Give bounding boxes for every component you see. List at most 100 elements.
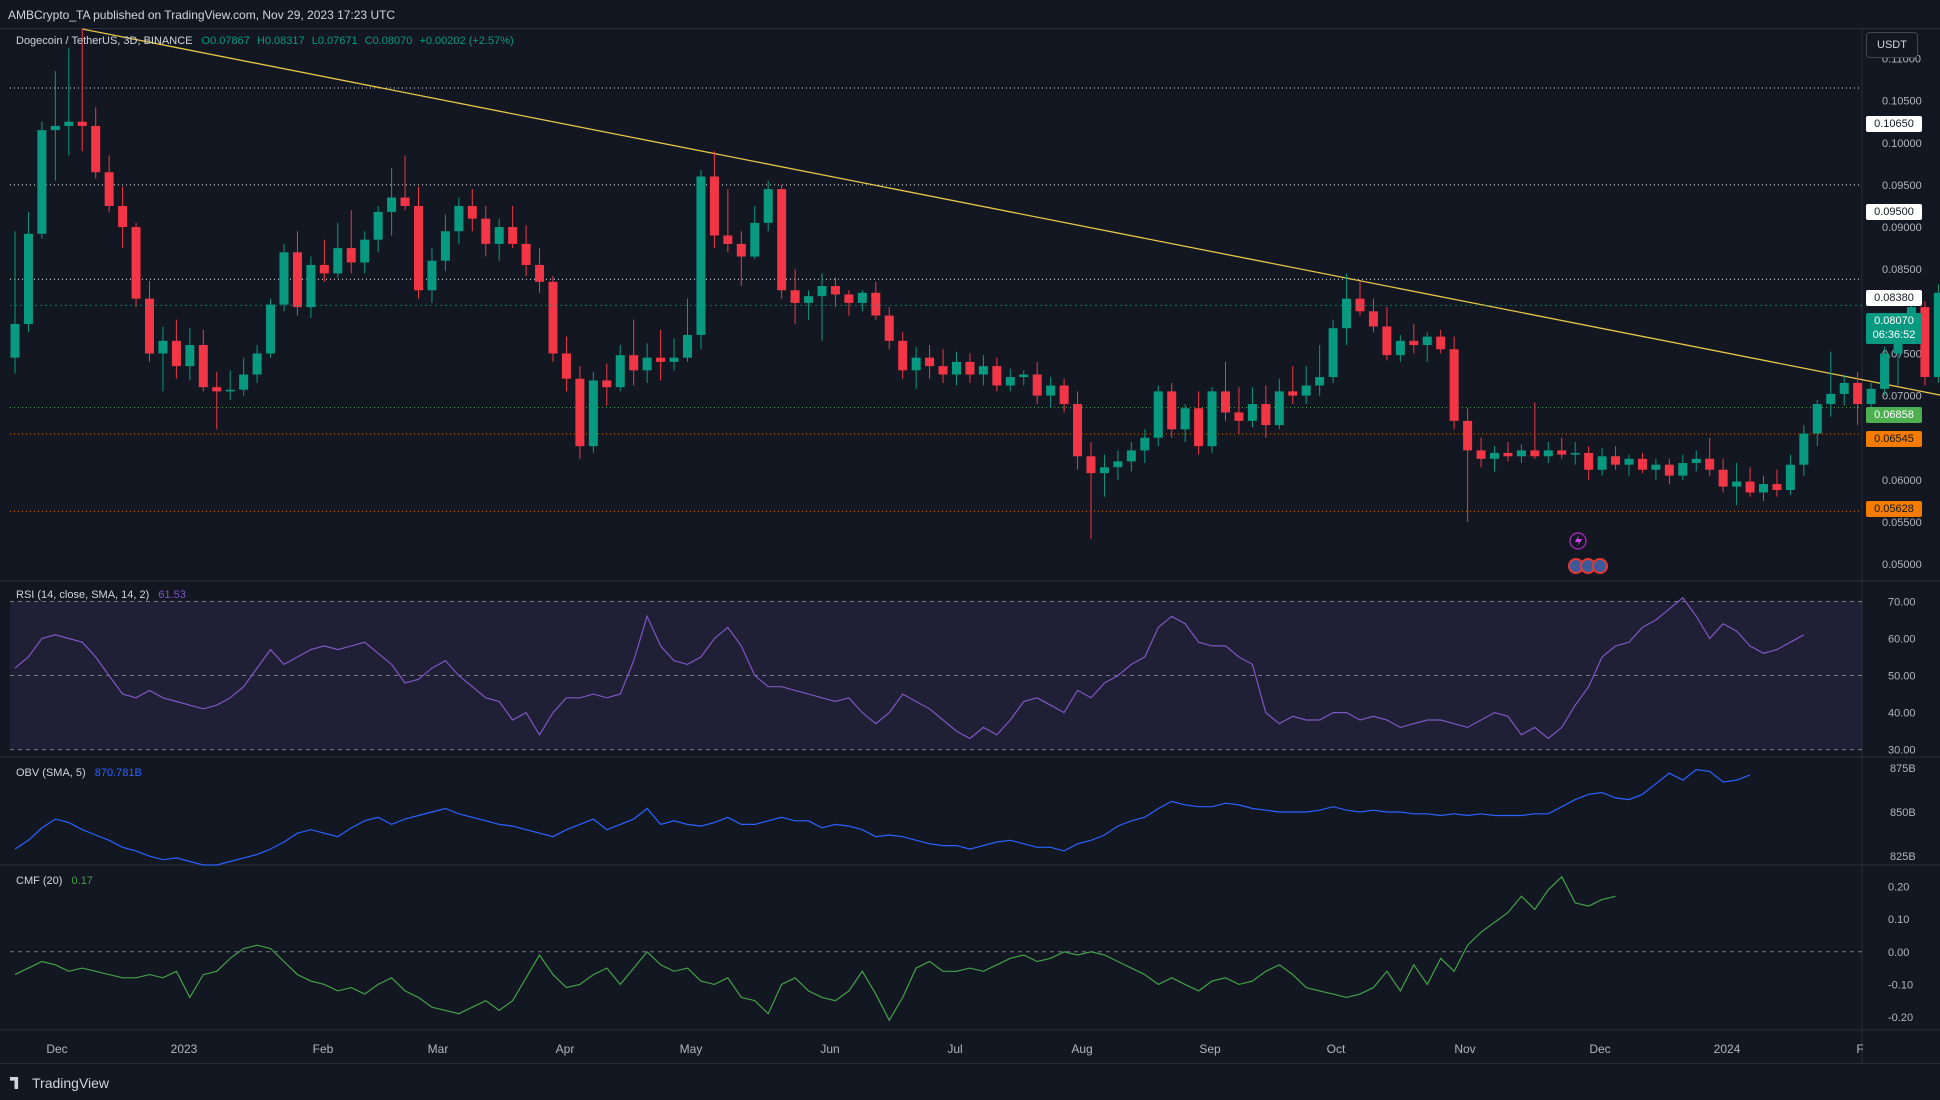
- publisher-bar: AMBCrypto_TA published on TradingView.co…: [0, 0, 1940, 28]
- current-price-countdown: 06:36:52: [1872, 329, 1916, 341]
- candle-body: [1153, 391, 1163, 438]
- time-tick-label: Jul: [947, 1042, 962, 1056]
- candle-body: [333, 248, 343, 274]
- candle-body: [1933, 292, 1940, 378]
- price-tick-label: 0.09500: [1882, 180, 1922, 192]
- candle-body: [1880, 353, 1890, 389]
- candle-body: [817, 286, 827, 297]
- obv-legend: OBV (SMA, 5) 870.781B: [16, 767, 142, 779]
- candle-body: [1180, 408, 1190, 430]
- candle-body: [1866, 388, 1876, 405]
- candle-body: [1368, 311, 1378, 327]
- tradingview-logo[interactable]: TradingView: [10, 1075, 109, 1091]
- candle-body: [266, 304, 276, 354]
- candle-body: [1772, 484, 1782, 490]
- price-label-5: 0.05628: [1866, 501, 1922, 517]
- price-tick-label: 0.07500: [1882, 348, 1922, 360]
- candle-body: [965, 361, 975, 375]
- candle-body: [871, 292, 881, 316]
- time-tick-label: 2024: [1714, 1042, 1741, 1056]
- chart-frame[interactable]: [0, 28, 1940, 1064]
- publisher-line: AMBCrypto_TA published on TradingView.co…: [8, 8, 396, 22]
- candle-body: [481, 218, 491, 244]
- rsi-line: [14, 596, 1805, 740]
- candle-body: [1812, 404, 1822, 434]
- candle-body: [1422, 336, 1432, 346]
- tradingview-logo-icon: [10, 1077, 19, 1089]
- candle-body: [1140, 437, 1150, 451]
- candle-body: [1490, 452, 1499, 459]
- candle-body: [252, 353, 262, 375]
- price-tick-label: 0.06000: [1882, 475, 1922, 487]
- candle-body: [1664, 464, 1674, 476]
- candle-body: [1530, 450, 1540, 457]
- candle-body: [1826, 393, 1836, 405]
- price-label-2: 0.08380: [1866, 290, 1922, 306]
- candle-body: [1395, 340, 1405, 356]
- currency-button[interactable]: USDT: [1866, 32, 1918, 58]
- price-label-1: 0.09500: [1866, 204, 1922, 220]
- candle-body: [696, 176, 706, 335]
- candle-body: [1301, 385, 1311, 396]
- candle-body: [171, 340, 181, 367]
- candle-body: [64, 121, 74, 126]
- candle-body: [1046, 385, 1056, 396]
- candle-body: [1113, 461, 1123, 468]
- ohlc-close: C0.08070: [364, 35, 413, 47]
- obv-label: OBV (SMA, 5): [16, 767, 86, 779]
- candle-body: [1476, 450, 1486, 459]
- candle-body: [225, 389, 235, 392]
- candle-body: [1624, 458, 1634, 465]
- candle-body: [1194, 408, 1204, 447]
- candle-body: [319, 264, 329, 274]
- cmf-tick-label: -0.20: [1888, 1012, 1913, 1024]
- candle-body: [158, 340, 168, 354]
- candle-body: [1678, 463, 1688, 476]
- candle-body: [400, 197, 410, 206]
- candle-body: [1247, 404, 1257, 421]
- candle-body: [1342, 298, 1352, 329]
- candle-body: [1785, 464, 1795, 490]
- candle-body: [1261, 404, 1271, 426]
- time-tick-label: Sep: [1199, 1042, 1221, 1056]
- candle-body: [575, 378, 585, 447]
- candle-body: [602, 380, 612, 388]
- candle-body: [1167, 391, 1177, 430]
- candle-body: [23, 233, 33, 324]
- cmf-tick-label: 0.00: [1888, 947, 1909, 959]
- candle-body: [1328, 328, 1338, 378]
- candle-body: [615, 355, 625, 388]
- candle-body: [1099, 467, 1109, 474]
- time-tick-label: F: [1856, 1042, 1863, 1056]
- candle-body: [292, 252, 302, 308]
- current-price-value: 0.08070: [1874, 315, 1914, 327]
- candle-body: [588, 380, 598, 447]
- time-tick-label: Jun: [820, 1042, 839, 1056]
- rsi-tick-label: 40.00: [1888, 708, 1916, 720]
- candle-body: [346, 248, 356, 263]
- candle-body: [1557, 450, 1567, 455]
- candle-body: [1651, 464, 1661, 470]
- candle-body: [1543, 450, 1553, 457]
- candle-body: [198, 345, 208, 388]
- obv-value: 870.781B: [94, 767, 142, 779]
- candle-body: [1382, 326, 1392, 356]
- time-tick-label: Oct: [1327, 1042, 1346, 1056]
- candle-body: [91, 125, 101, 173]
- candle-body: [1611, 456, 1621, 465]
- candle-body: [454, 205, 464, 232]
- ohlc-high: H0.08317: [256, 35, 305, 47]
- candle-body: [1126, 450, 1136, 462]
- candle-body: [1207, 391, 1217, 447]
- obv-tick-label: 825B: [1890, 851, 1916, 863]
- candle-body: [925, 357, 935, 367]
- candle-body: [387, 197, 397, 212]
- price-label-0: 0.10650: [1866, 116, 1922, 132]
- candle-body: [508, 227, 518, 244]
- candle-body: [978, 366, 988, 375]
- candle-body: [952, 361, 961, 375]
- cmf-legend: CMF (20) 0.17: [16, 875, 93, 887]
- lightning-icon-glyph: [1575, 535, 1582, 547]
- candle-body: [1288, 391, 1298, 396]
